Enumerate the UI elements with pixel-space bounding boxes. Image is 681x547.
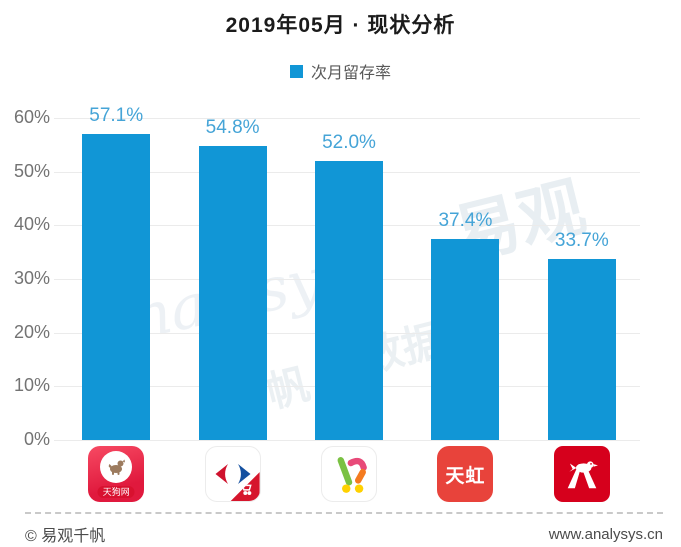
y-axis-tick-label: 30% bbox=[13, 268, 50, 288]
retention-bar bbox=[547, 259, 616, 440]
tianhong-label: 天虹 bbox=[445, 465, 486, 487]
y-axis-tick-label: 20% bbox=[13, 321, 50, 342]
copyright-text: © 易观千帆 bbox=[25, 528, 106, 545]
carrefour-app-icon bbox=[204, 446, 261, 502]
retention-bar-chart: 60% 50% 40% 30% 20% 10% 0% 57.1% 54.8% 52.0% 3… bbox=[14, 105, 640, 449]
legend: 次月留存率 bbox=[0, 59, 681, 83]
bar-slot-tianhong: 37.4% bbox=[407, 118, 523, 440]
bars-container: 57.1% 54.8% 52.0% 37.4% 33.7% bbox=[58, 105, 640, 440]
retention-bar bbox=[82, 133, 151, 440]
y-axis-tick-label: 0% bbox=[23, 429, 50, 449]
category-icons-row: 天狗网 bbox=[58, 446, 640, 508]
colorful-cart-app-icon bbox=[321, 446, 378, 502]
tiangou-app-icon: 天狗网 bbox=[88, 446, 145, 502]
source-url: www.analysys.cn bbox=[548, 525, 663, 543]
bar-value-label: 52.0% bbox=[322, 131, 376, 153]
bar-value-label: 37.4% bbox=[438, 210, 493, 232]
page-title: 2019年05月 · 现状分析 bbox=[225, 14, 456, 37]
legend-label: 次月留存率 bbox=[310, 65, 391, 82]
colorful-cart-icon bbox=[337, 457, 367, 493]
tiangou-ribbon-label: 天狗网 bbox=[97, 486, 135, 498]
auchan-bird-app-icon bbox=[553, 446, 610, 502]
retention-bar bbox=[198, 145, 267, 440]
carrefour-logo-icon bbox=[215, 464, 251, 484]
bar-value-label: 54.8% bbox=[205, 116, 260, 138]
y-axis-tick-label: 50% bbox=[13, 160, 50, 181]
bar-value-label: 57.1% bbox=[89, 104, 144, 126]
bird-a-icon bbox=[567, 461, 598, 489]
gridline bbox=[54, 118, 640, 119]
bar-slot-colorful-cart: 52.0% bbox=[291, 118, 407, 440]
footer: © 易观千帆 www.analysys.cn bbox=[25, 512, 663, 546]
bar-slot-auchan: 33.7% bbox=[524, 118, 640, 440]
legend-swatch-icon bbox=[289, 64, 303, 78]
bar-slot-carrefour: 54.8% bbox=[174, 116, 290, 440]
retention-bar bbox=[315, 160, 384, 440]
y-axis-tick-label: 60% bbox=[13, 107, 50, 127]
y-axis-tick-label: 10% bbox=[13, 375, 50, 396]
bar-value-label: 33.7% bbox=[554, 230, 609, 252]
y-axis-tick-label: 40% bbox=[13, 214, 50, 235]
bar-slot-tiangou: 57.1% bbox=[58, 105, 174, 440]
dog-icon bbox=[100, 451, 133, 483]
gridline bbox=[54, 440, 640, 441]
retention-bar bbox=[431, 239, 500, 440]
tianhong-app-icon: 天虹 bbox=[437, 446, 494, 502]
